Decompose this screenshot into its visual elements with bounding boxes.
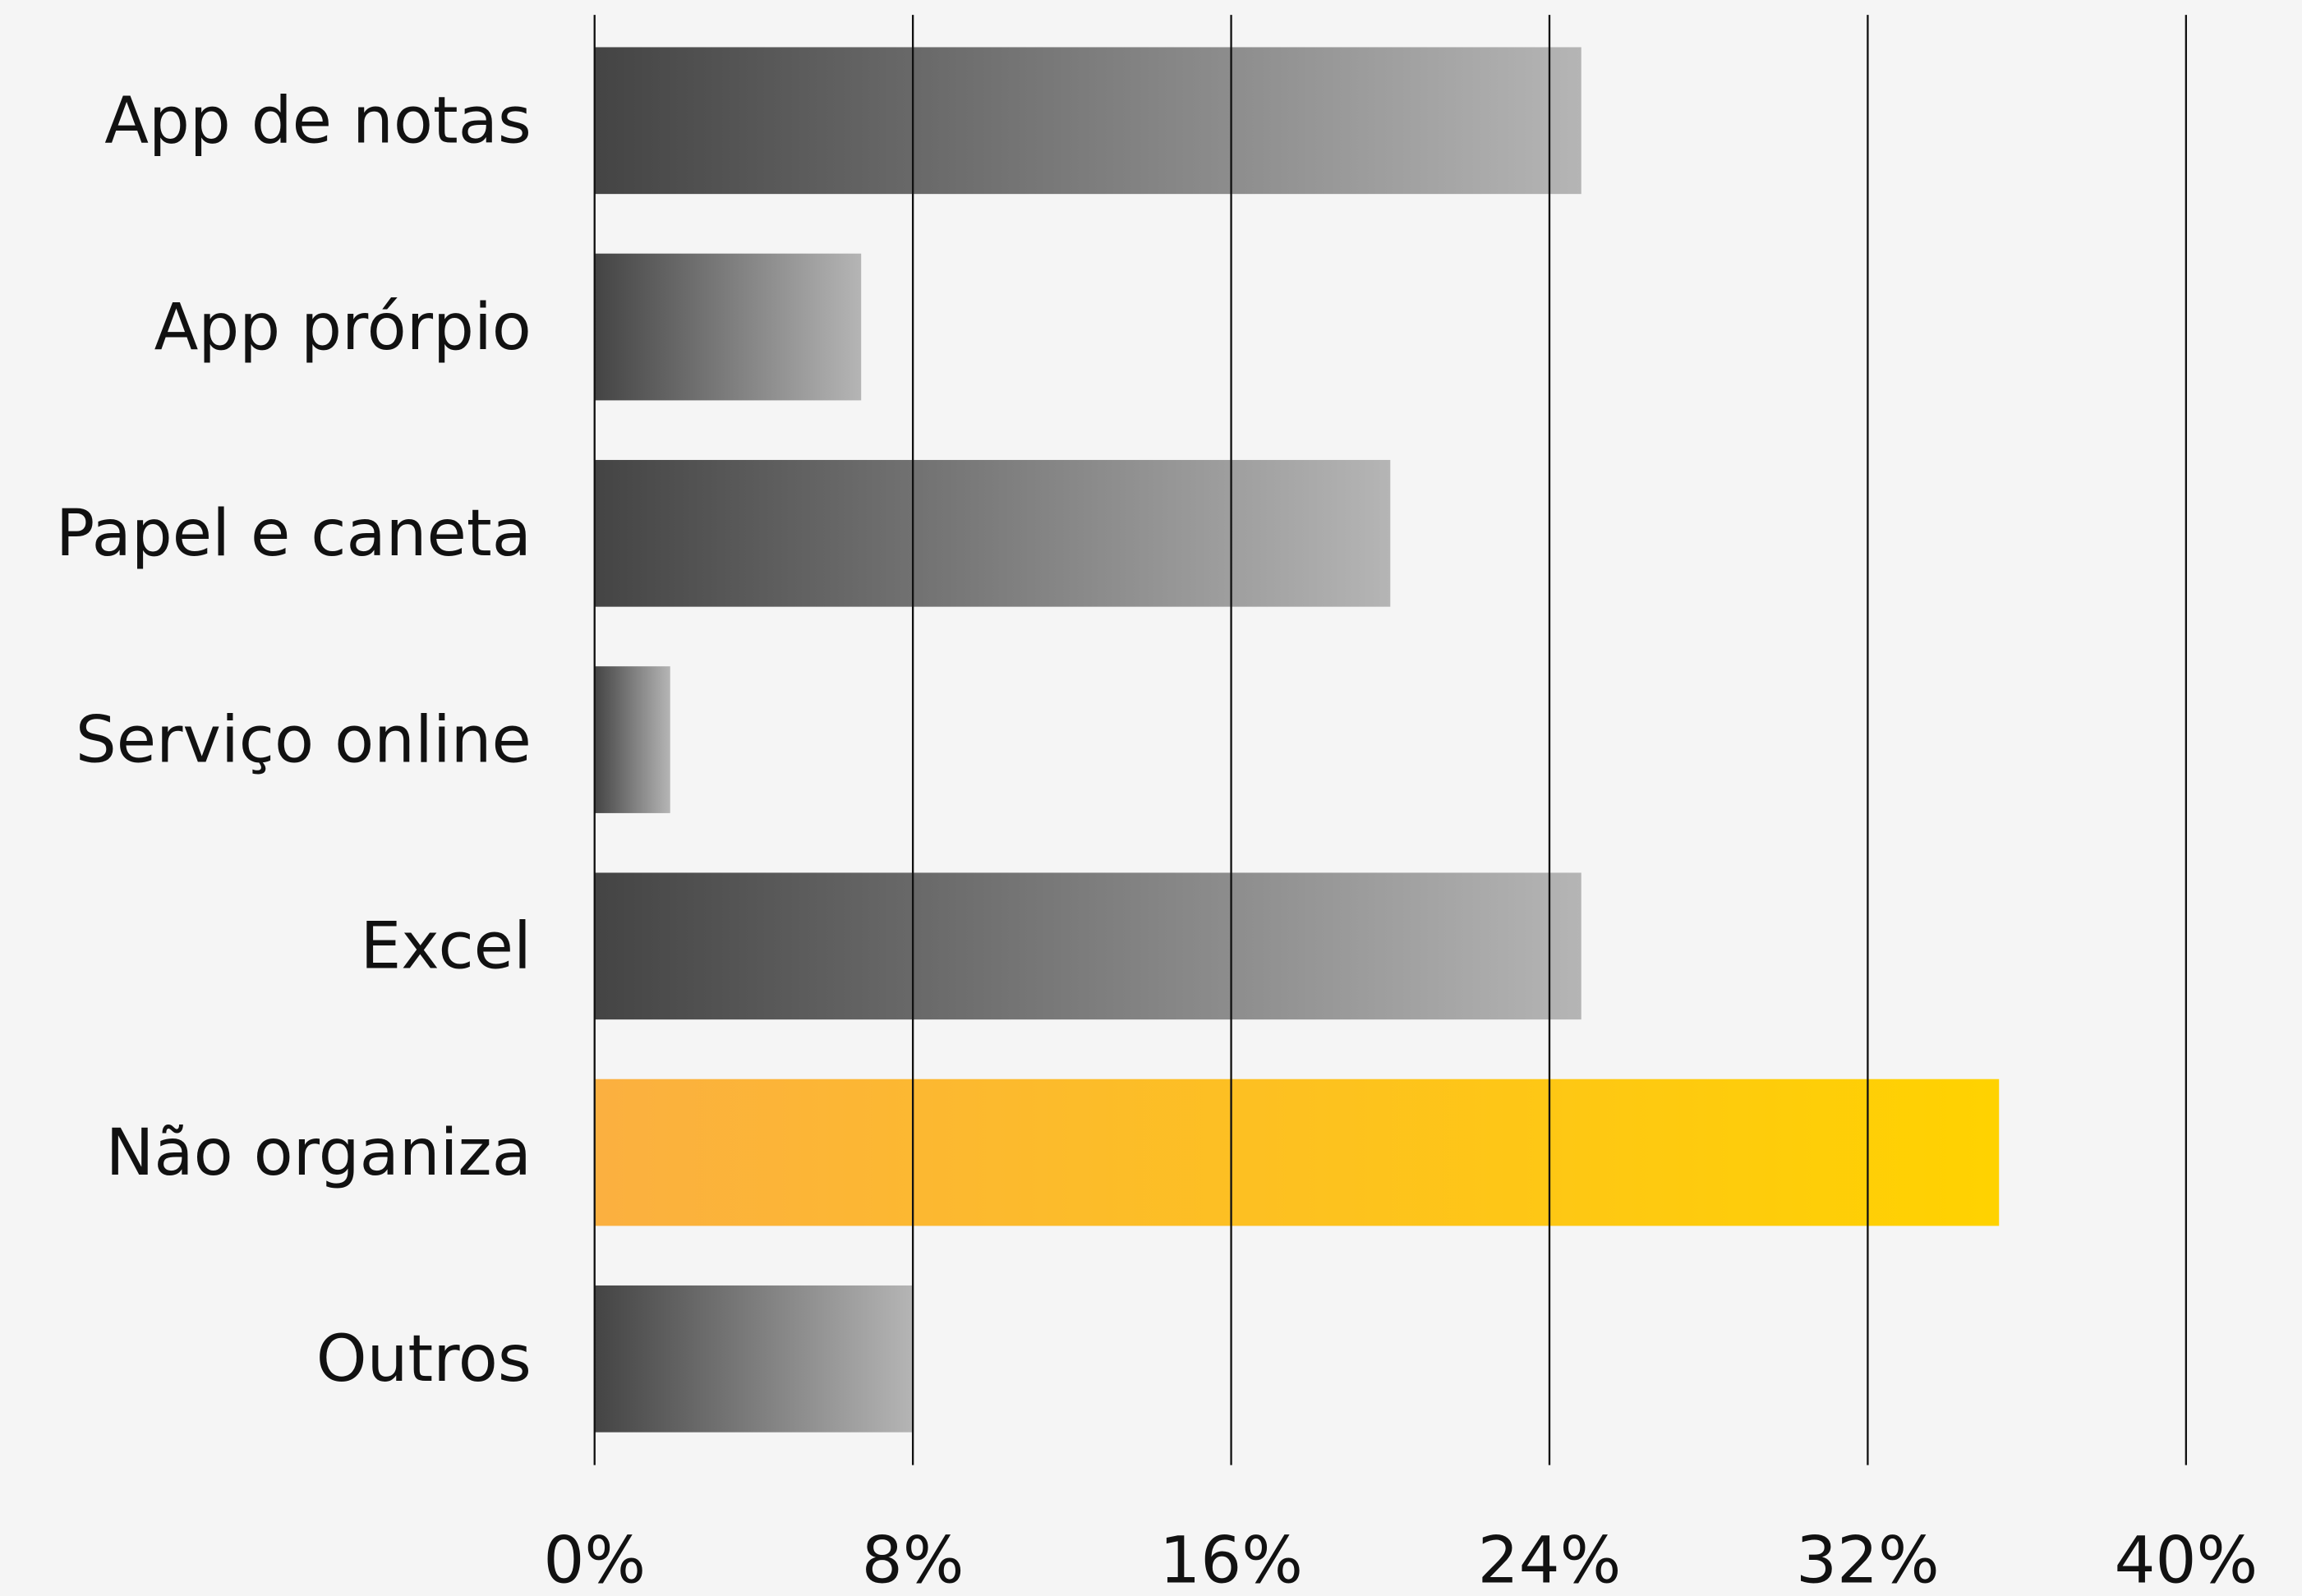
x-tick-label: 0% — [543, 1523, 646, 1596]
y-tick-label: Excel — [361, 908, 532, 984]
bar — [594, 872, 1581, 1020]
y-tick-label: Serviço online — [76, 701, 532, 777]
x-tick-label: 24% — [1478, 1523, 1622, 1596]
x-tick-label: 8% — [862, 1523, 965, 1596]
y-tick-label: Papel e caneta — [56, 495, 532, 571]
bar — [594, 459, 1391, 607]
y-tick-label: Outros — [316, 1321, 532, 1396]
x-tick-label: 32% — [1796, 1523, 1940, 1596]
y-tick-label: App de notas — [104, 83, 532, 159]
x-tick-label: 16% — [1159, 1523, 1303, 1596]
bar — [594, 666, 670, 813]
y-tick-label: App prórpio — [154, 289, 532, 365]
bar — [594, 1079, 2000, 1226]
bar — [594, 253, 862, 401]
bar — [594, 47, 1581, 195]
bar — [594, 1285, 914, 1433]
x-tick-label: 40% — [2114, 1523, 2258, 1596]
y-tick-label: Não organiza — [106, 1115, 532, 1190]
